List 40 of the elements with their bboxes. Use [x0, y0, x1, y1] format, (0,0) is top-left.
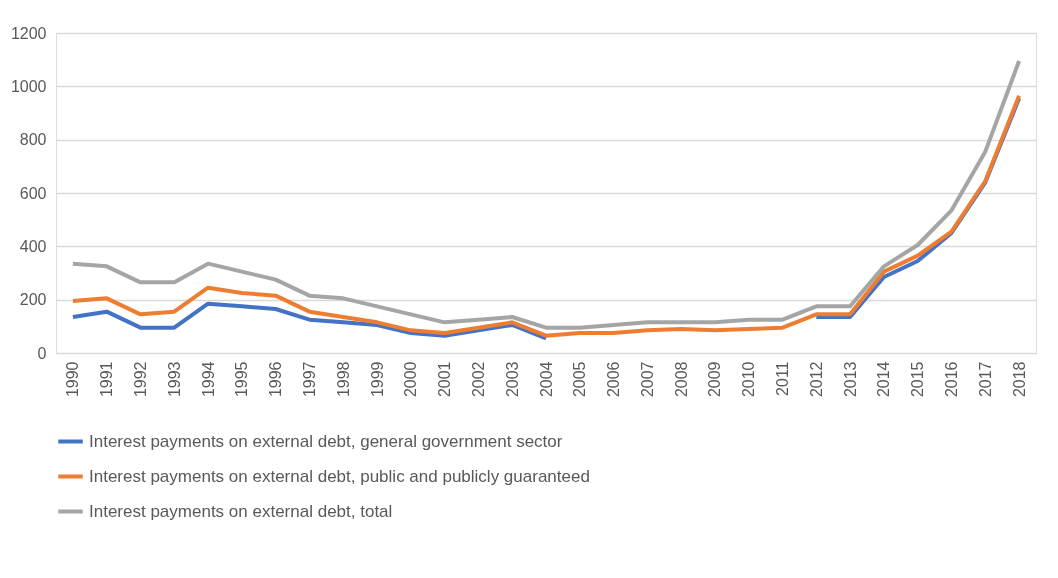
x-tick-label: 2009 [706, 361, 724, 398]
x-tick-label: 2007 [638, 361, 656, 398]
x-tick-label: 1995 [233, 361, 251, 398]
y-tick-label: 1200 [10, 24, 47, 42]
legend-label: Interest payments on external debt, general government sector [89, 431, 563, 451]
x-tick-label: 2014 [875, 361, 893, 398]
x-tick-label: 2003 [503, 361, 521, 398]
x-tick-label: 2006 [605, 361, 623, 398]
x-tick-label: 1992 [131, 361, 149, 398]
x-tick-label: 2001 [436, 361, 454, 398]
x-tick-label: 1998 [334, 361, 352, 398]
x-tick-label: 2013 [841, 361, 859, 398]
y-tick-label: 400 [19, 237, 47, 255]
y-tick-label: 0 [37, 344, 47, 362]
y-tick-label: 1000 [10, 77, 47, 95]
x-tick-label: 2002 [469, 361, 487, 398]
x-tick-label: 2005 [571, 361, 589, 398]
x-tick-label: 2015 [909, 361, 927, 398]
x-tick-label: 2016 [943, 361, 961, 398]
x-tick-label: 2000 [402, 361, 420, 398]
line-series [70, 59, 1022, 330]
x-tick-label: 1991 [98, 361, 116, 398]
x-tick-label: 1997 [300, 361, 318, 398]
x-tick-label: 1996 [267, 361, 285, 398]
legend-label: Interest payments on external debt, public and publicly guaranteed [89, 466, 590, 486]
x-tick-label: 1999 [368, 361, 386, 398]
y-tick-label: 600 [19, 184, 47, 202]
x-tick-label: 2010 [740, 361, 758, 398]
x-tick-label: 1993 [165, 361, 183, 398]
x-tick-label: 2004 [537, 361, 555, 398]
legend-label: Interest payments on external debt, total [89, 501, 393, 521]
x-tick-label: 1994 [199, 361, 217, 398]
y-tick-label: 800 [19, 131, 47, 149]
x-tick-label: 2011 [774, 361, 792, 396]
x-tick-label: 2017 [976, 361, 994, 398]
x-tick-label: 2008 [672, 361, 690, 398]
x-tick-label: 2012 [807, 361, 825, 398]
x-tick-label: 2018 [1010, 361, 1028, 398]
y-tick-label: 200 [19, 291, 47, 309]
x-tick-label: 1990 [64, 361, 82, 398]
